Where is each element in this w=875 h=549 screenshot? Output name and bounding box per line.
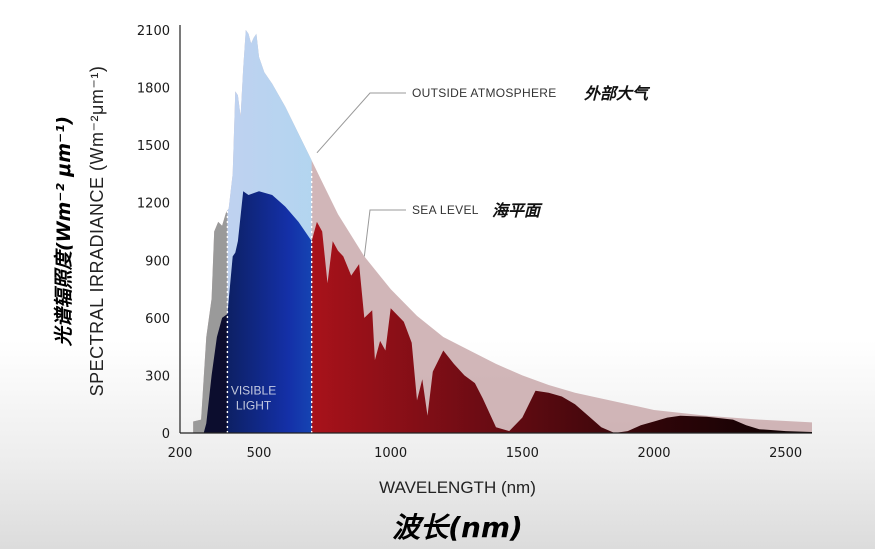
y-tick-label: 1800 — [137, 82, 170, 97]
series-sea-level-ir-area — [311, 221, 812, 433]
y-axis-title: SPECTRAL IRRADIANCE (Wm⁻²μm⁻¹) — [87, 66, 107, 397]
x-tick-label: 1500 — [506, 446, 539, 461]
sea-level-callout-line — [363, 209, 406, 257]
x-axis-title-zh: 波长(nm) — [392, 511, 523, 544]
y-axis-title-zh: 光谱辐照度(Wm⁻² μm⁻¹) — [53, 116, 75, 347]
x-tick-label: 2000 — [637, 446, 670, 461]
y-tick-label: 1500 — [137, 139, 170, 154]
y-tick-label: 0 — [162, 427, 170, 442]
y-tick-label: 900 — [145, 254, 170, 269]
y-axis-ticks: 0 300 600 900 1200 1500 1800 2100 — [137, 24, 170, 442]
x-axis-title: WAVELENGTH (nm) — [379, 478, 536, 497]
outside-atmosphere-label-zh: 外部大气 — [583, 84, 651, 103]
x-tick-label: 1000 — [374, 446, 407, 461]
x-tick-label: 2500 — [769, 446, 802, 461]
y-tick-label: 2100 — [137, 24, 170, 39]
visible-light-label-line1: VISIBLE — [231, 384, 276, 398]
series-sea-level-uv-area — [203, 314, 228, 433]
series-sea-level-visible-area — [227, 191, 312, 433]
x-axis-ticks: 200 500 1000 1500 2000 2500 — [168, 446, 803, 461]
y-tick-label: 300 — [145, 369, 170, 384]
outside-atmosphere-callout-line — [316, 92, 406, 154]
x-tick-label: 500 — [247, 446, 272, 461]
sea-level-label-zh: 海平面 — [492, 201, 543, 220]
plot-area: VISIBLE LIGHT — [193, 30, 812, 433]
x-tick-label: 200 — [168, 446, 193, 461]
outside-atmosphere-label: OUTSIDE ATMOSPHERE — [412, 86, 557, 100]
y-tick-label: 1200 — [137, 197, 170, 212]
sea-level-label: SEA LEVEL — [412, 203, 479, 217]
visible-light-label-line2: LIGHT — [236, 399, 272, 413]
y-tick-label: 600 — [145, 312, 170, 327]
